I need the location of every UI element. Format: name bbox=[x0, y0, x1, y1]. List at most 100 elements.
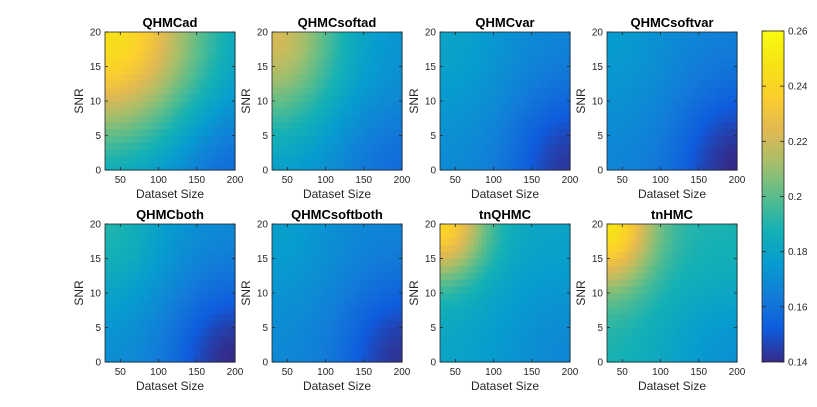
heatmap-cell bbox=[447, 101, 453, 109]
heatmap-cell bbox=[607, 163, 612, 171]
heatmap-cell bbox=[531, 348, 537, 356]
heatmap-cell bbox=[177, 149, 183, 157]
heatmap-cell bbox=[501, 286, 506, 294]
heatmap-cell bbox=[231, 45, 236, 54]
heatmap-cell bbox=[714, 52, 719, 61]
heatmap-cell bbox=[535, 320, 541, 329]
heatmap-cell bbox=[447, 272, 453, 280]
heatmap-cell bbox=[170, 224, 175, 232]
heatmap-cell bbox=[329, 107, 334, 116]
heatmap-cell bbox=[474, 142, 479, 150]
heatmap-cell bbox=[150, 279, 156, 287]
heatmap-cell bbox=[279, 341, 285, 349]
heatmap-cell bbox=[105, 149, 110, 157]
heatmap-cell bbox=[382, 114, 388, 123]
heatmap-cell bbox=[443, 237, 449, 246]
heatmap-cell bbox=[139, 299, 144, 308]
heatmap-cell bbox=[143, 107, 148, 116]
heatmap-cell bbox=[154, 163, 160, 171]
heatmap-cell bbox=[196, 45, 202, 54]
heatmap-cell bbox=[459, 156, 464, 164]
heatmap-cell bbox=[359, 279, 365, 287]
heatmap-cell bbox=[329, 66, 334, 74]
heatmap-cell bbox=[147, 265, 152, 273]
heatmap-cell bbox=[272, 258, 277, 266]
heatmap-cell bbox=[675, 142, 681, 150]
heatmap-cell bbox=[386, 142, 392, 150]
heatmap-cell bbox=[566, 327, 571, 335]
heatmap-cell bbox=[181, 142, 186, 150]
heatmap-cell bbox=[131, 73, 137, 81]
y-tick-label: 10 bbox=[257, 289, 269, 300]
heatmap-cell bbox=[279, 320, 285, 329]
heatmap-cell bbox=[497, 279, 502, 287]
heatmap-cell bbox=[306, 45, 311, 54]
heatmap-cell bbox=[641, 87, 646, 95]
heatmap-cell bbox=[294, 224, 300, 232]
heatmap-cell bbox=[173, 237, 179, 246]
heatmap-cell bbox=[310, 135, 315, 143]
heatmap-cell bbox=[181, 149, 186, 157]
heatmap-cell bbox=[147, 121, 152, 130]
heatmap-cell bbox=[459, 334, 464, 342]
heatmap-cell bbox=[181, 73, 186, 81]
heatmap-cell bbox=[352, 279, 357, 287]
heatmap-cell bbox=[527, 299, 533, 308]
heatmap-cell bbox=[158, 38, 163, 47]
heatmap-cell bbox=[566, 258, 571, 266]
heatmap-cell bbox=[447, 293, 453, 301]
heatmap-cell bbox=[485, 293, 491, 301]
heatmap-cell bbox=[356, 272, 361, 280]
heatmap-cell bbox=[497, 80, 502, 88]
heatmap-cell bbox=[352, 32, 357, 40]
heatmap-cell bbox=[348, 244, 353, 253]
heatmap-cell bbox=[158, 149, 163, 157]
heatmap-cell bbox=[120, 334, 125, 342]
heatmap-cell bbox=[139, 348, 144, 356]
heatmap-cell bbox=[139, 87, 144, 95]
heatmap-cell bbox=[196, 87, 202, 95]
heatmap-cell bbox=[440, 149, 445, 157]
heatmap-cell bbox=[607, 87, 612, 95]
heatmap-cell bbox=[143, 156, 148, 164]
heatmap-cell bbox=[562, 52, 567, 61]
heatmap-cell bbox=[325, 299, 330, 308]
heatmap-cell bbox=[200, 244, 206, 253]
heatmap-cell bbox=[550, 142, 556, 150]
heatmap-cell bbox=[447, 334, 453, 342]
heatmap-cell bbox=[143, 258, 148, 266]
heatmap-cell bbox=[321, 299, 327, 308]
heatmap-cell bbox=[698, 156, 704, 164]
heatmap-cell bbox=[333, 73, 338, 81]
heatmap-cell bbox=[482, 163, 487, 171]
heatmap-cell bbox=[344, 258, 350, 266]
heatmap-cell bbox=[275, 334, 281, 342]
heatmap-cell bbox=[531, 45, 537, 54]
heatmap-cell bbox=[170, 135, 175, 143]
x-tick-label: 50 bbox=[115, 367, 127, 378]
heatmap-cell bbox=[478, 327, 483, 335]
heatmap-cell bbox=[120, 299, 125, 308]
heatmap-cell bbox=[306, 149, 311, 157]
heatmap-cell bbox=[371, 293, 376, 301]
heatmap-cell bbox=[672, 45, 677, 54]
heatmap-cell bbox=[683, 107, 688, 116]
y-tick-label: 0 bbox=[430, 358, 436, 369]
x-tick-label: 100 bbox=[485, 175, 502, 186]
heatmap-cell bbox=[219, 306, 225, 315]
heatmap-cell bbox=[173, 135, 179, 143]
heatmap-cell bbox=[386, 265, 392, 273]
heatmap-cell bbox=[139, 142, 144, 150]
y-tick-label: 15 bbox=[90, 62, 102, 73]
heatmap-cell bbox=[272, 237, 277, 246]
heatmap-cell bbox=[215, 306, 221, 315]
heatmap-cell bbox=[505, 258, 510, 266]
heatmap-cell bbox=[508, 341, 514, 349]
heatmap-cell bbox=[489, 313, 495, 322]
heatmap-cell bbox=[337, 244, 342, 253]
heatmap-cell bbox=[333, 244, 338, 253]
heatmap-cell bbox=[535, 265, 541, 273]
heatmap-cell bbox=[543, 313, 548, 322]
heatmap-cell bbox=[527, 52, 533, 61]
heatmap-cell bbox=[668, 38, 673, 47]
